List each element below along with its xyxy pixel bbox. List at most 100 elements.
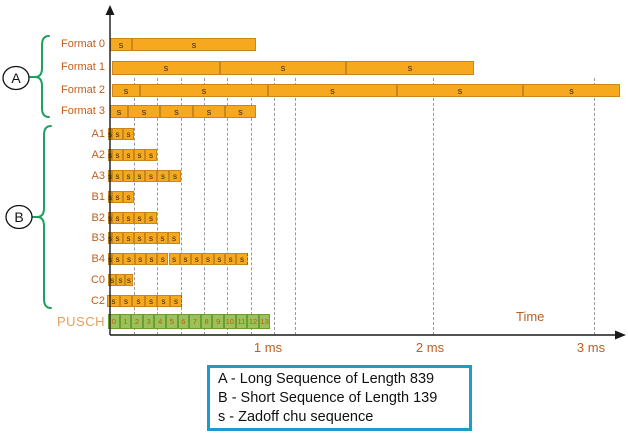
time-tick-2-ms: 2 ms	[415, 340, 445, 355]
segment-format-3-0: s	[110, 105, 128, 118]
segment-pusch-6: 6	[177, 314, 190, 329]
segment-b4-5: s	[157, 253, 169, 265]
segment-pusch-11: 11	[235, 314, 248, 329]
segment-b2-4: s	[145, 212, 157, 224]
row-label-format-3: Format 3	[60, 105, 105, 117]
group-a-letter: A	[11, 70, 21, 86]
segment-format-2-3: s	[397, 84, 523, 97]
segment-a1-1: s	[112, 128, 123, 140]
row-label-b1: B1	[91, 191, 105, 203]
segment-a2-3: s	[134, 149, 145, 161]
segment-b4-6: s	[168, 253, 180, 265]
legend-line-a: A - Long Sequence of Length 839	[218, 371, 435, 387]
segment-b4-2: s	[123, 253, 135, 265]
segment-b3-5: s	[157, 232, 168, 244]
segment-pusch-3: 3	[142, 314, 155, 329]
group-b-circle	[5, 204, 33, 230]
legend-line-s: s - Zadoff chu sequence	[218, 409, 374, 425]
segment-pusch-2: 2	[131, 314, 143, 329]
segment-format-0-0: s	[110, 38, 132, 51]
segment-format-2-4: s	[523, 84, 620, 97]
segment-a3-5: s	[157, 170, 169, 182]
segment-b3-2: s	[123, 232, 134, 244]
row-label-a1: A1	[91, 128, 105, 140]
segment-c2-5: s	[170, 295, 182, 307]
time-tick-3-ms: 3 ms	[576, 340, 606, 355]
segment-b2-1: s	[112, 212, 123, 224]
segment-a3-4: s	[145, 170, 157, 182]
segment-b4-4: s	[145, 253, 158, 265]
segment-b2-2: s	[123, 212, 134, 224]
row-label-a2: A2	[91, 149, 105, 161]
gridline	[251, 78, 252, 335]
gridline	[295, 78, 296, 335]
row-label-b2: B2	[91, 212, 105, 224]
segment-format-1-0: s	[112, 61, 220, 75]
segment-b3-4: s	[145, 232, 157, 244]
group-a-circle	[2, 65, 30, 91]
segment-format-2-1: s	[140, 84, 268, 97]
row-label-b4: B4	[91, 253, 105, 265]
segment-c0-0: s	[108, 274, 117, 286]
segment-c0-2: s	[124, 274, 133, 286]
segment-format-3-3: s	[193, 105, 225, 118]
segment-b4-3: s	[134, 253, 146, 265]
row-label-b3: B3	[91, 232, 105, 244]
gridline	[134, 78, 135, 335]
segment-b3-3: s	[134, 232, 145, 244]
gridline	[204, 78, 205, 335]
segment-a3-1: s	[112, 170, 123, 182]
segment-pusch-7: 7	[189, 314, 201, 329]
segment-a3-2: s	[123, 170, 134, 182]
gridline	[181, 78, 182, 335]
time-tick-1-ms: 1 ms	[253, 340, 283, 355]
segment-pusch-4: 4	[154, 314, 166, 329]
segment-c2-1: s	[120, 295, 132, 307]
segment-format-3-4: s	[225, 105, 256, 118]
gridline	[594, 78, 595, 335]
group-b-brace	[36, 125, 52, 309]
segment-pusch-8: 8	[200, 314, 213, 329]
segment-c2-3: s	[145, 295, 157, 307]
segment-a2-2: s	[123, 149, 134, 161]
segment-b3-1: s	[112, 232, 123, 244]
segment-pusch-12: 12	[247, 314, 259, 329]
segment-b1-2: s	[123, 191, 134, 203]
row-label-format-2: Format 2	[60, 84, 105, 96]
segment-b4-11: s	[225, 253, 237, 265]
segment-a3-3: s	[134, 170, 145, 182]
gridline	[433, 78, 434, 335]
segment-b4-7: s	[179, 253, 192, 265]
segment-c0-1: s	[116, 274, 125, 286]
segment-format-3-2: s	[160, 105, 193, 118]
segment-pusch-1: 1	[119, 314, 132, 329]
segment-b4-10: s	[213, 253, 225, 265]
row-label-format-1: Format 1	[60, 61, 105, 73]
segment-format-1-1: s	[220, 61, 346, 75]
row-label-c0: C0	[90, 274, 105, 286]
row-label-c2: C2	[90, 295, 105, 307]
gridline	[227, 78, 228, 335]
y-axis-arrow-icon	[105, 5, 115, 15]
segment-pusch-0: 0	[108, 314, 120, 329]
legend-box: A - Long Sequence of Length 839 B - Shor…	[207, 365, 472, 431]
segment-format-0-1: s	[132, 38, 256, 51]
legend-line-b: B - Short Sequence of Length 139	[218, 390, 438, 406]
segment-pusch-13: 13	[258, 314, 271, 329]
segment-format-3-1: s	[128, 105, 160, 118]
segment-b2-3: s	[134, 212, 145, 224]
segment-format-2-2: s	[268, 84, 397, 97]
group-b-letter: B	[14, 209, 23, 225]
row-label-a3: A3	[91, 170, 105, 182]
segment-a3-6: s	[169, 170, 181, 182]
segment-a2-4: s	[145, 149, 157, 161]
segment-c2-2: s	[132, 295, 145, 307]
segment-b4-8: s	[191, 253, 203, 265]
segment-format-2-0: s	[112, 84, 140, 97]
segment-b4-1: s	[112, 253, 124, 265]
group-a-brace	[34, 35, 50, 118]
segment-pusch-10: 10	[224, 314, 236, 329]
segment-pusch-5: 5	[166, 314, 178, 329]
segment-a1-2: s	[123, 128, 134, 140]
